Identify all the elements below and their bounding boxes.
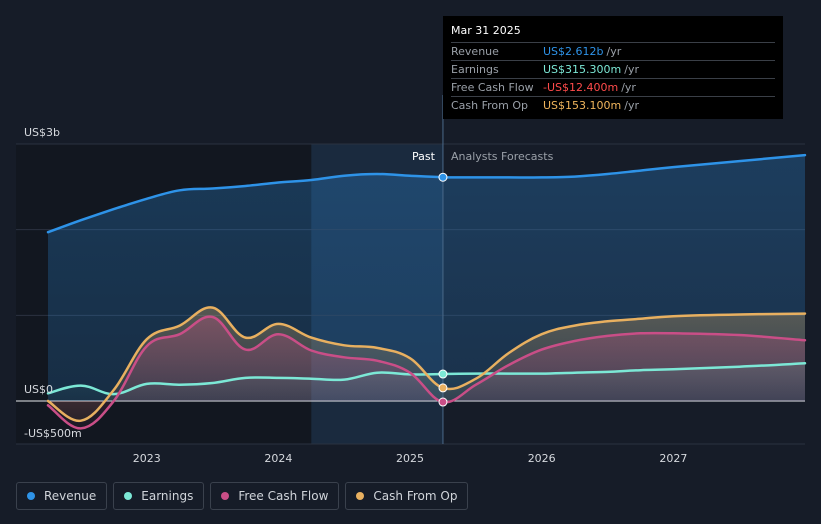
- series-line-cash-from-op: [46, 306, 807, 422]
- data-tooltip: Mar 31 2025 Revenue US$2.612b /yr Earnin…: [443, 16, 783, 119]
- legend-label: Cash From Op: [373, 489, 458, 503]
- legend-label: Earnings: [141, 489, 194, 503]
- tooltip-label: Earnings: [451, 63, 499, 76]
- legend-dot-icon: [356, 492, 365, 500]
- legend-item-revenue[interactable]: Revenue: [16, 482, 108, 510]
- y-label-top: US$3b: [24, 126, 60, 139]
- tooltip-unit: /yr: [621, 81, 636, 94]
- legend-label: Revenue: [44, 489, 97, 503]
- tooltip-label: Cash From Op: [451, 99, 529, 112]
- marker-earnings: [438, 369, 448, 379]
- tooltip-value: US$153.100m: [543, 99, 622, 112]
- x-tick-label: 2025: [396, 452, 424, 465]
- x-tick-label: 2027: [659, 452, 687, 465]
- legend-dot-icon: [124, 492, 133, 500]
- marker-free-cash-flow: [438, 397, 448, 407]
- series-line-earnings: [46, 362, 807, 396]
- forecast-label: Analysts Forecasts: [451, 150, 554, 163]
- y-label-bottom: -US$500m: [24, 427, 82, 440]
- legend-label: Free Cash Flow: [238, 489, 329, 503]
- tooltip-date: Mar 31 2025: [451, 24, 521, 37]
- series-line-revenue: [46, 153, 807, 234]
- tooltip-unit: /yr: [624, 99, 639, 112]
- series-line-free-cash-flow: [46, 315, 807, 430]
- tooltip-value: US$315.300m: [543, 63, 622, 76]
- past-label: Past: [412, 150, 436, 163]
- marker-cash-from-op: [438, 383, 448, 393]
- tooltip-unit: /yr: [606, 45, 622, 58]
- x-tick-label: 2026: [528, 452, 556, 465]
- tooltip-row-revenue: Revenue US$2.612b /yr: [451, 42, 775, 60]
- tooltip-label: Revenue: [451, 45, 499, 58]
- legend-item-cash-from-op[interactable]: Cash From Op: [345, 482, 469, 510]
- tooltip-value: US$2.612b: [543, 45, 604, 58]
- tooltip-value: -US$12.400m: [543, 81, 619, 94]
- legend-item-earnings[interactable]: Earnings: [113, 482, 205, 510]
- legend-item-free-cash-flow[interactable]: Free Cash Flow: [210, 482, 340, 510]
- tooltip-row-cfo: Cash From Op US$153.100m /yr: [451, 96, 775, 114]
- legend-dot-icon: [27, 492, 35, 500]
- tooltip-row-earnings: Earnings US$315.300m /yr: [451, 60, 775, 78]
- tooltip-unit: /yr: [624, 63, 639, 76]
- chart-legend: Revenue Earnings Free Cash Flow Cash Fro…: [16, 482, 469, 510]
- tooltip-row-fcf: Free Cash Flow -US$12.400m /yr: [451, 78, 775, 96]
- marker-revenue: [438, 172, 448, 182]
- x-tick-label: 2023: [133, 452, 161, 465]
- y-label-zero: US$0: [24, 383, 53, 396]
- tooltip-label: Free Cash Flow: [451, 81, 534, 94]
- legend-dot-icon: [221, 492, 230, 500]
- x-tick-label: 2024: [264, 452, 292, 465]
